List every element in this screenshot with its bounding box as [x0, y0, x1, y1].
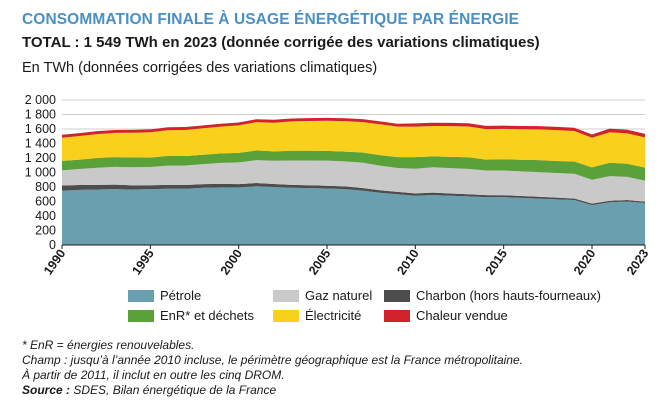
- x-tick-label: 2005: [306, 247, 333, 278]
- source-label: Source :: [22, 383, 71, 397]
- source-text: SDES, Bilan énergétique de la France: [70, 383, 277, 397]
- y-tick-label: 200: [35, 224, 56, 238]
- legend-swatch-chaleur: [384, 309, 410, 322]
- legend-item-enr: EnR* et déchets: [128, 308, 254, 323]
- area-series-3: [62, 150, 645, 181]
- footnotes: * EnR = énergies renouvelables. Champ : …: [22, 338, 523, 398]
- x-tick-label: 2000: [218, 247, 245, 278]
- y-tick-label: 400: [35, 209, 56, 223]
- legend-label-petrole: Pétrole: [160, 288, 202, 303]
- area-series-4: [62, 120, 645, 168]
- y-tick-label: 1 000: [25, 166, 56, 180]
- area-series-0: [62, 186, 645, 245]
- legend-item-petrole: Pétrole: [128, 288, 201, 303]
- y-tick-label: 1 600: [25, 122, 56, 136]
- chart-subtitle: TOTAL : 1 549 TWh en 2023 (donnée corrig…: [22, 34, 540, 51]
- x-tick-label: 2020: [571, 247, 598, 278]
- legend-swatch-petrole: [128, 289, 154, 302]
- legend-item-gaz: Gaz naturel: [273, 288, 372, 303]
- source-line: Source : SDES, Bilan énergétique de la F…: [22, 383, 523, 398]
- legend-label-charbon: Charbon (hors hauts-fourneaux): [416, 288, 601, 303]
- chart-title: CONSOMMATION FINALE À USAGE ÉNERGÉTIQUE …: [22, 11, 520, 28]
- y-tick-label: 800: [35, 180, 56, 194]
- y-tick-label: 1 800: [25, 108, 56, 122]
- area-series-2: [62, 160, 645, 204]
- x-tick-label: 1990: [41, 247, 68, 278]
- x-tick-label: 2023: [624, 247, 651, 278]
- legend-label-enr: EnR* et déchets: [160, 308, 254, 323]
- y-tick-label: 0: [49, 238, 56, 252]
- legend-swatch-enr: [128, 309, 154, 322]
- footnote-drom: À partir de 2011, il inclut en outre les…: [22, 368, 285, 382]
- legend-item-electricite: Électricité: [273, 308, 361, 323]
- x-tick-label: 2010: [394, 247, 421, 278]
- area-series-5: [62, 117, 645, 138]
- y-tick-label: 1 400: [25, 137, 56, 151]
- x-tick-label: 1995: [129, 247, 156, 278]
- legend-swatch-charbon: [384, 289, 410, 302]
- legend-label-electricite: Électricité: [305, 308, 362, 323]
- y-tick-label: 1 200: [25, 151, 56, 165]
- legend-item-charbon: Charbon (hors hauts-fourneaux): [384, 288, 601, 303]
- legend-item-chaleur: Chaleur vendue: [384, 308, 508, 323]
- footnote-champ: Champ : jusqu’à l’année 2010 incluse, le…: [22, 353, 523, 367]
- legend-label-gaz: Gaz naturel: [305, 288, 373, 303]
- footnote-enr: * EnR = énergies renouvelables.: [22, 338, 195, 352]
- y-tick-label: 600: [35, 195, 56, 209]
- unit-label: En TWh (données corrigées des variations…: [22, 60, 378, 76]
- area-series-1: [62, 183, 645, 206]
- legend-swatch-electricite: [273, 309, 299, 322]
- legend-label-chaleur: Chaleur vendue: [416, 308, 508, 323]
- legend-swatch-gaz: [273, 289, 299, 302]
- y-tick-label: 2 000: [25, 93, 56, 107]
- x-tick-label: 2015: [483, 247, 510, 278]
